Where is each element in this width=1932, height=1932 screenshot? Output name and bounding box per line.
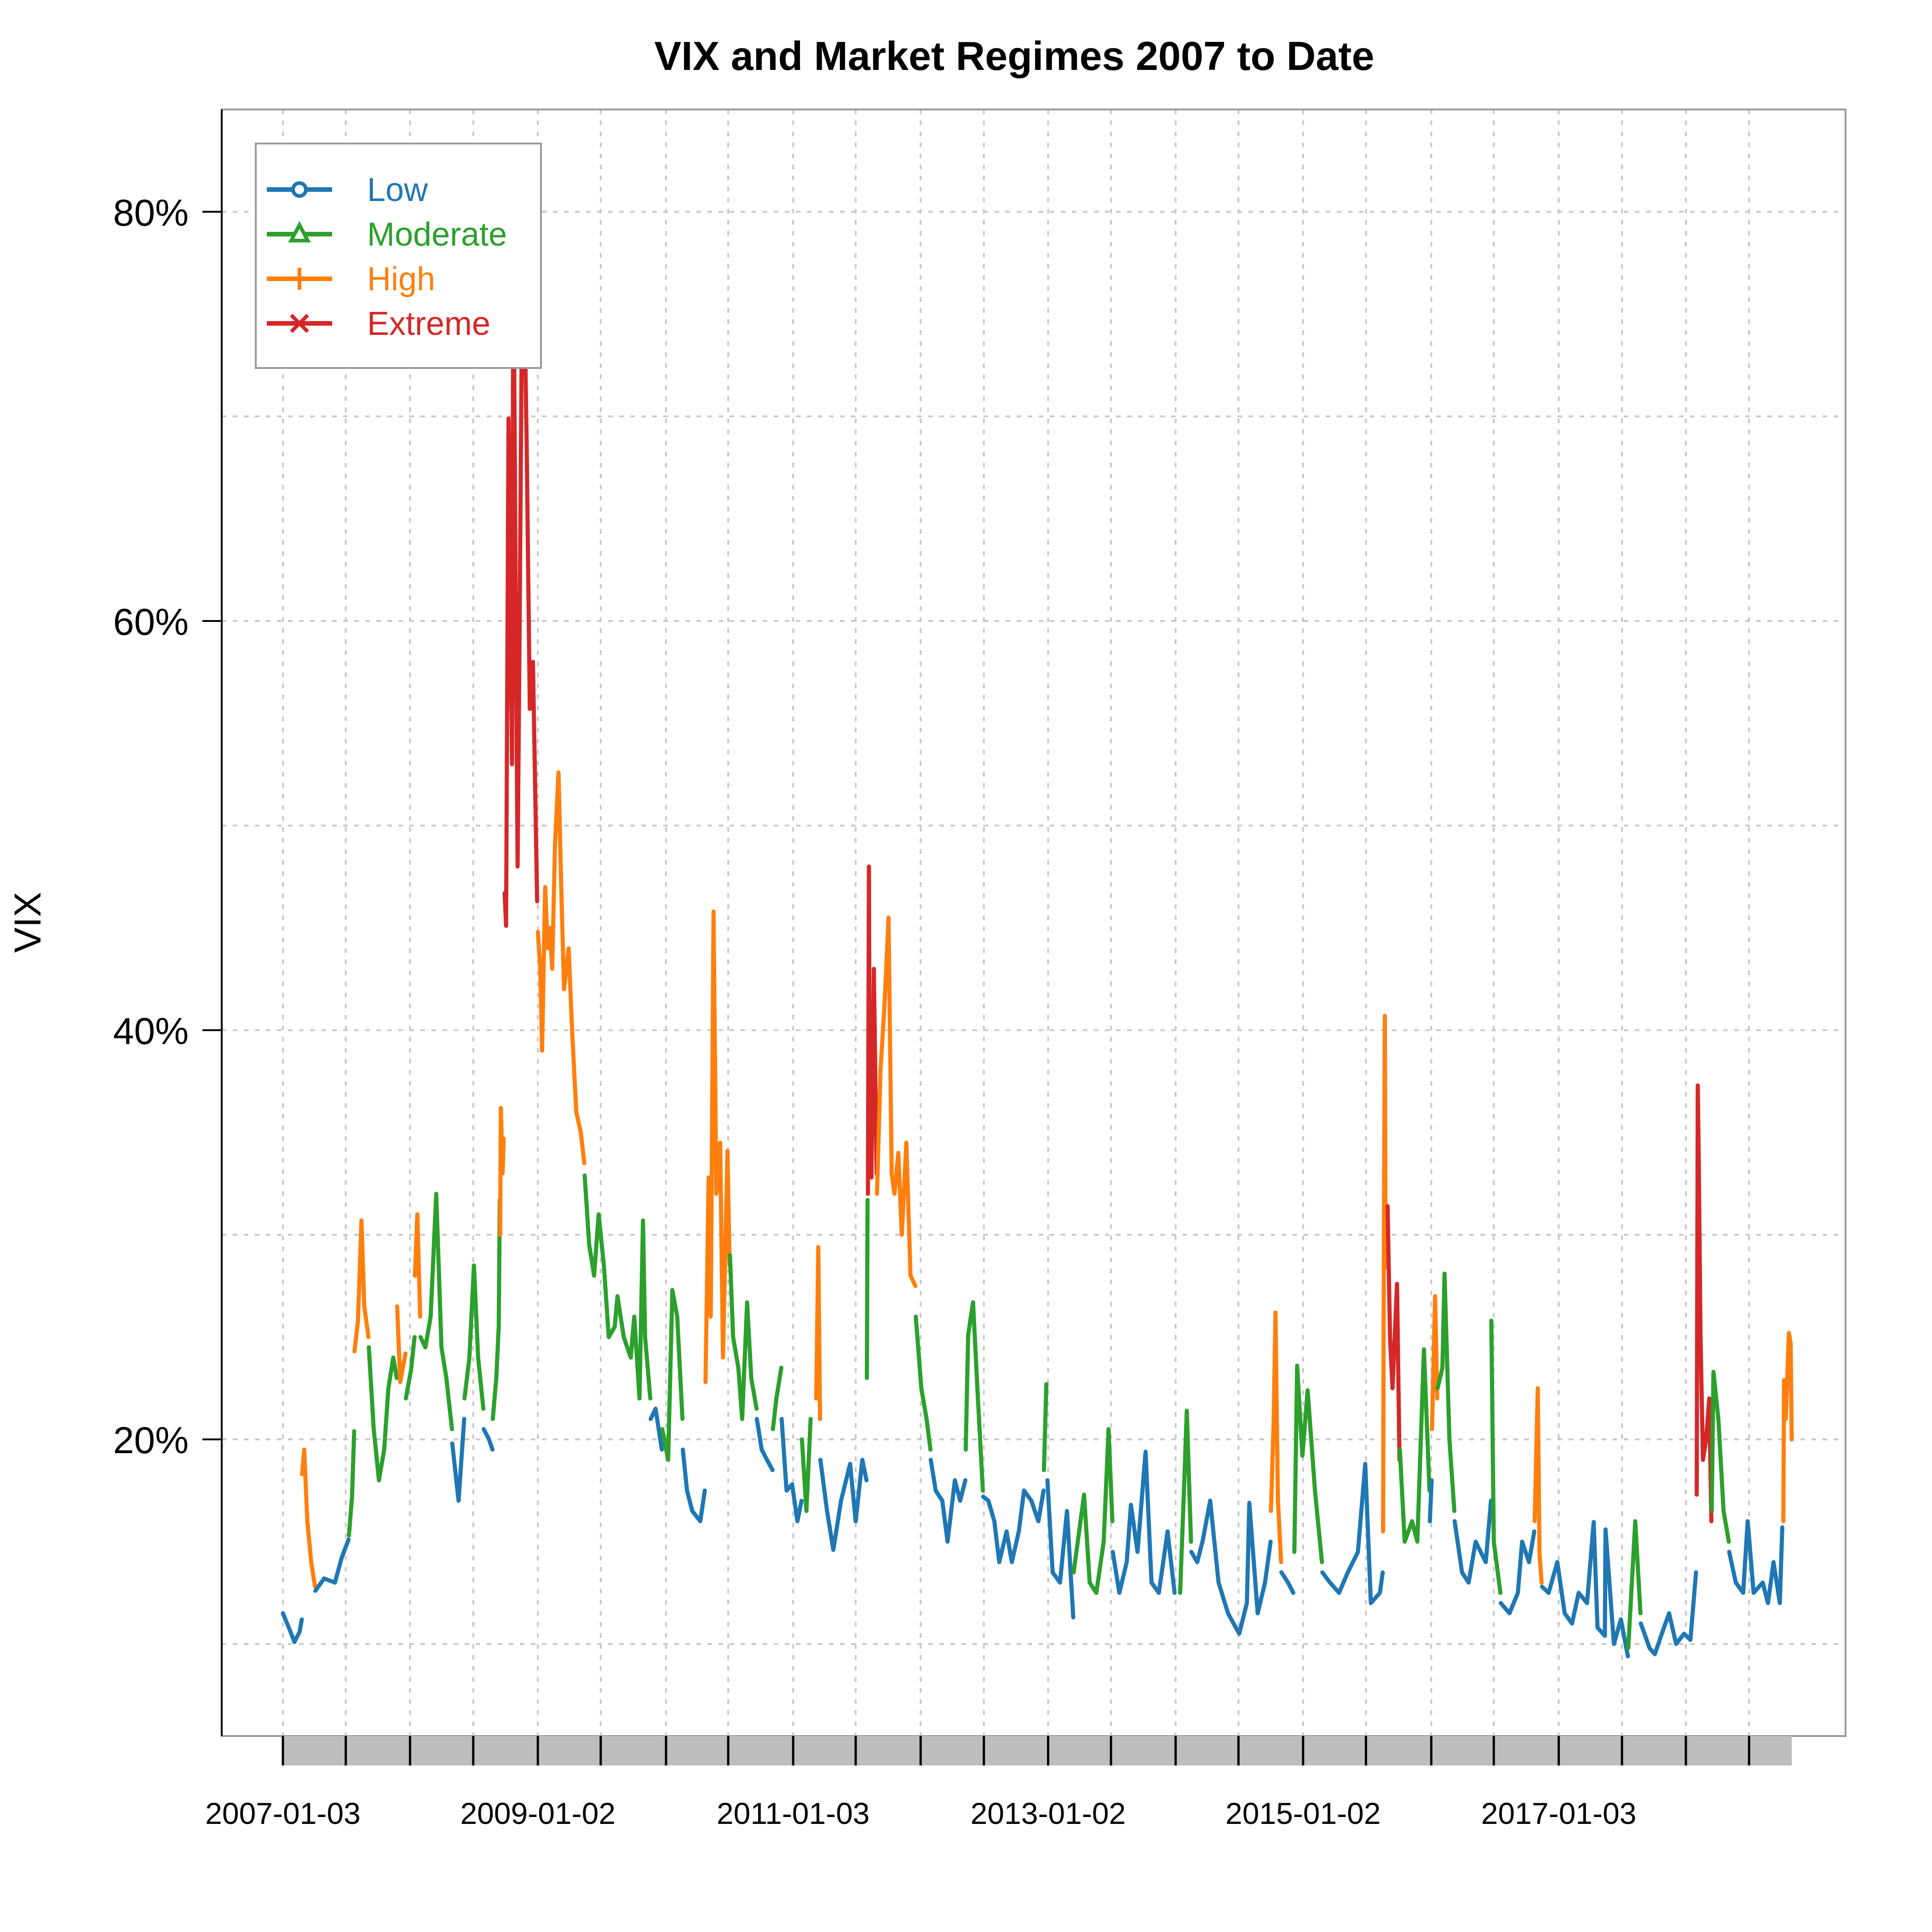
- legend-marker-cross-stroke: [290, 314, 309, 333]
- series-segment-low-10: [450, 1417, 466, 1503]
- series-segment-extreme-30: [866, 864, 879, 1196]
- series-segment-high-42: [1269, 1310, 1283, 1564]
- y-axis: 20% 40% 60% 80%: [113, 109, 223, 1736]
- series-segment-moderate-19: [660, 1288, 685, 1462]
- series-segment-moderate-53: [1489, 1318, 1503, 1595]
- series-segment-moderate-44: [1292, 1363, 1324, 1564]
- series-segment-moderate-24: [770, 1365, 783, 1432]
- series-segment-moderate-7: [403, 1335, 417, 1401]
- legend-item-moderate: Moderate: [267, 216, 507, 253]
- series-segment-low-56: [1540, 1520, 1630, 1658]
- y-tick-label-2: 60%: [113, 601, 189, 643]
- legend-label-high: High: [367, 261, 435, 298]
- series-segment-moderate-57: [1626, 1519, 1643, 1650]
- series-segment-low-12: [482, 1427, 495, 1452]
- series-segment-moderate-11: [462, 1263, 486, 1411]
- series-segment-low-58: [1639, 1570, 1698, 1656]
- series-segment-low-23: [754, 1417, 775, 1472]
- series-segment-extreme-15: [502, 191, 540, 928]
- legend-marker-cross-icon: [290, 314, 309, 333]
- series-segment-moderate-36: [1041, 1382, 1049, 1472]
- series-layer: [281, 191, 1794, 1658]
- series-segment-moderate-22: [728, 1253, 759, 1421]
- series-segment-low-0: [281, 1611, 304, 1644]
- series-segment-moderate-13: [490, 1198, 502, 1421]
- series-segment-high-46: [1381, 1013, 1390, 1534]
- series-segment-low-41: [1189, 1499, 1273, 1636]
- series-segment-moderate-32: [914, 1314, 933, 1452]
- series-segment-low-35: [981, 1488, 1046, 1564]
- legend-item-extreme: Extreme: [267, 305, 490, 342]
- legend-label-moderate: Moderate: [367, 216, 507, 253]
- series-segment-low-33: [928, 1458, 968, 1544]
- series-segment-moderate-17: [582, 1173, 653, 1401]
- legend-marker-triangle-icon: [288, 221, 311, 242]
- series-segment-moderate-3: [347, 1429, 356, 1538]
- x-tick-label-2: 2011-01-03: [717, 1796, 870, 1830]
- series-segment-low-39: [1110, 1449, 1177, 1595]
- series-segment-moderate-48: [1397, 1347, 1432, 1544]
- series-segment-low-43: [1279, 1570, 1295, 1595]
- series-segment-moderate-34: [963, 1300, 985, 1493]
- y-axis-label: VIX: [7, 892, 49, 953]
- legend: Low Moderate High Extreme: [255, 143, 542, 369]
- legend-label-extreme: Extreme: [367, 305, 490, 342]
- y-tick-label-1: 40%: [113, 1011, 189, 1052]
- series-segment-high-4: [352, 1218, 371, 1354]
- series-segment-moderate-5: [367, 1345, 399, 1483]
- series-segment-high-8: [413, 1212, 422, 1319]
- series-segment-low-61: [1727, 1519, 1784, 1605]
- legend-label-low: Low: [367, 172, 428, 208]
- series-segment-extreme-59: [1695, 1083, 1714, 1524]
- series-segment-low-54: [1499, 1529, 1536, 1616]
- series-segment-high-62: [1781, 1331, 1794, 1524]
- y-tick-label-0: 20%: [113, 1420, 189, 1461]
- legend-marker-circle-icon: [291, 181, 308, 198]
- legend-item-high: High: [267, 261, 435, 298]
- series-segment-low-2: [313, 1537, 351, 1593]
- series-segment-moderate-60: [1709, 1369, 1731, 1544]
- x-tick-label-3: 2013-01-02: [971, 1796, 1126, 1830]
- x-tick-label-4: 2015-01-02: [1225, 1796, 1381, 1830]
- y-tick-label-3: 80%: [113, 192, 189, 234]
- series-segment-low-18: [649, 1406, 664, 1452]
- series-segment-high-27: [814, 1245, 822, 1421]
- series-segment-low-49: [1427, 1478, 1434, 1524]
- series-segment-high-31: [875, 915, 918, 1288]
- series-segment-high-55: [1532, 1386, 1544, 1585]
- series-segment-low-45: [1320, 1461, 1385, 1605]
- x-tick-label-5: 2017-01-03: [1481, 1796, 1637, 1830]
- series-segment-moderate-29: [865, 1198, 870, 1380]
- legend-item-low: Low: [267, 172, 428, 208]
- series-segment-low-25: [779, 1417, 804, 1524]
- series-segment-low-37: [1045, 1478, 1075, 1620]
- x-tick-label-0: 2007-01-03: [205, 1796, 361, 1830]
- series-segment-high-50: [1430, 1294, 1439, 1432]
- legend-box: [255, 143, 542, 369]
- series-segment-high-1: [300, 1447, 317, 1589]
- x-axis-bar: [283, 1736, 1792, 1765]
- series-segment-high-16: [535, 770, 586, 1166]
- series-segment-moderate-51: [1435, 1271, 1457, 1513]
- series-segment-low-20: [680, 1447, 707, 1524]
- series-segment-high-6: [395, 1304, 408, 1384]
- chart-title: VIX and Market Regimes 2007 to Date: [654, 33, 1374, 79]
- series-segment-high-14: [498, 1106, 506, 1237]
- series-segment-moderate-26: [799, 1417, 813, 1513]
- series-segment-moderate-38: [1071, 1427, 1115, 1595]
- series-segment-moderate-40: [1178, 1409, 1193, 1595]
- series-segment-moderate-9: [418, 1191, 454, 1432]
- x-tick-label-1: 2009-01-02: [460, 1796, 615, 1830]
- series-segment-high-21: [703, 909, 732, 1384]
- series-segment-low-28: [818, 1458, 869, 1552]
- series-segment-low-52: [1452, 1499, 1493, 1585]
- series-segment-extreme-47: [1386, 1204, 1402, 1462]
- x-axis: 2007-01-03 2009-01-02 2011-01-03 2013-01-02…: [205, 1736, 1792, 1830]
